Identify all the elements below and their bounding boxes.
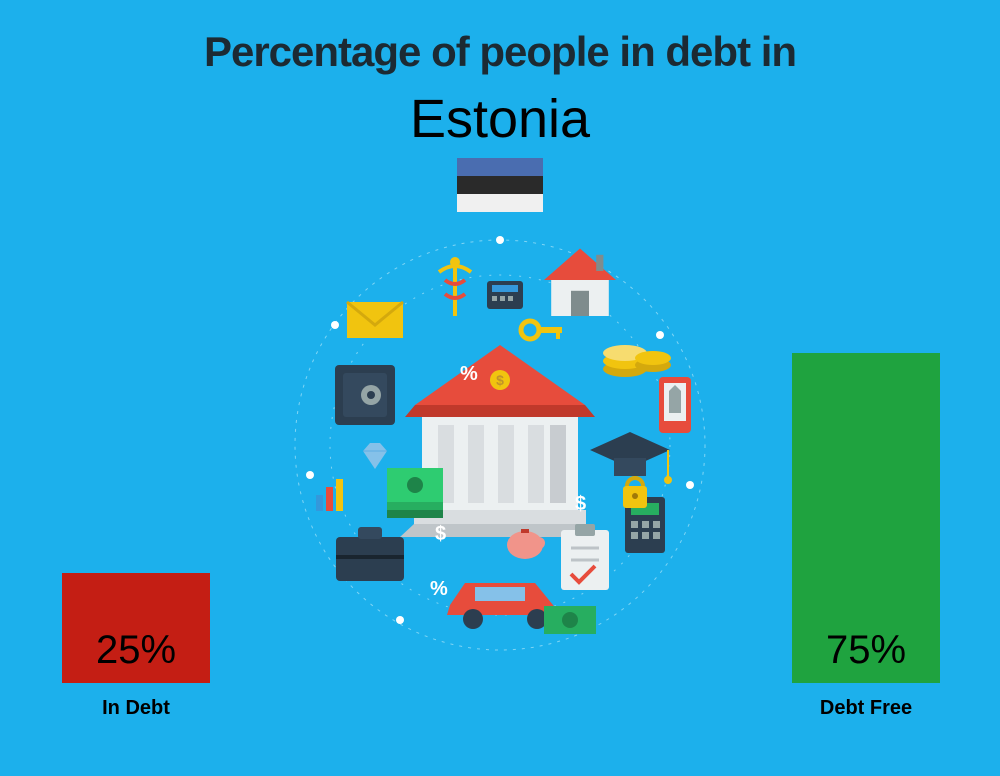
bar-in-debt-label: In Debt (102, 697, 170, 720)
finance-illustration: $ (280, 225, 720, 665)
house-icon (544, 249, 616, 317)
safe-icon (335, 365, 395, 425)
country-name: Estonia (0, 88, 1000, 150)
clipboard-icon (561, 524, 609, 590)
caduceus-icon (439, 257, 471, 316)
key-icon (521, 321, 562, 339)
svg-text:%: % (430, 578, 448, 600)
flag-stripe-3 (457, 194, 543, 212)
infographic-canvas: Percentage of people in debt in Estonia (0, 0, 1000, 776)
bar-debt-free: 75% Debt Free (792, 353, 940, 720)
mini-chart-icon (316, 479, 343, 511)
cash-stack-icon (387, 468, 443, 518)
svg-text:$: $ (575, 493, 586, 515)
grad-cap-icon (590, 432, 672, 484)
envelope-icon (347, 302, 403, 338)
lock-icon (623, 478, 647, 508)
phone-icon (659, 377, 691, 433)
briefcase-icon (336, 527, 404, 581)
flag-stripe-1 (457, 158, 543, 176)
main-title: Percentage of people in debt in (0, 28, 1000, 76)
calc-top-icon (487, 281, 523, 309)
flag-icon (457, 158, 543, 212)
flag-stripe-2 (457, 176, 543, 194)
car-icon (447, 583, 560, 629)
bar-in-debt: 25% In Debt (62, 573, 210, 720)
diamond-icon (363, 443, 387, 469)
bar-debt-free-value: 75% (792, 628, 940, 673)
svg-text:$: $ (435, 523, 446, 545)
bill-icon (544, 606, 596, 634)
svg-text:%: % (460, 363, 478, 385)
bar-in-debt-value: 25% (62, 628, 210, 673)
coins-icon (603, 345, 671, 377)
svg-text:$: $ (496, 372, 504, 388)
bar-debt-free-label: Debt Free (820, 697, 912, 720)
bar-debt-free-rect: 75% (792, 353, 940, 683)
bar-in-debt-rect: 25% (62, 573, 210, 683)
